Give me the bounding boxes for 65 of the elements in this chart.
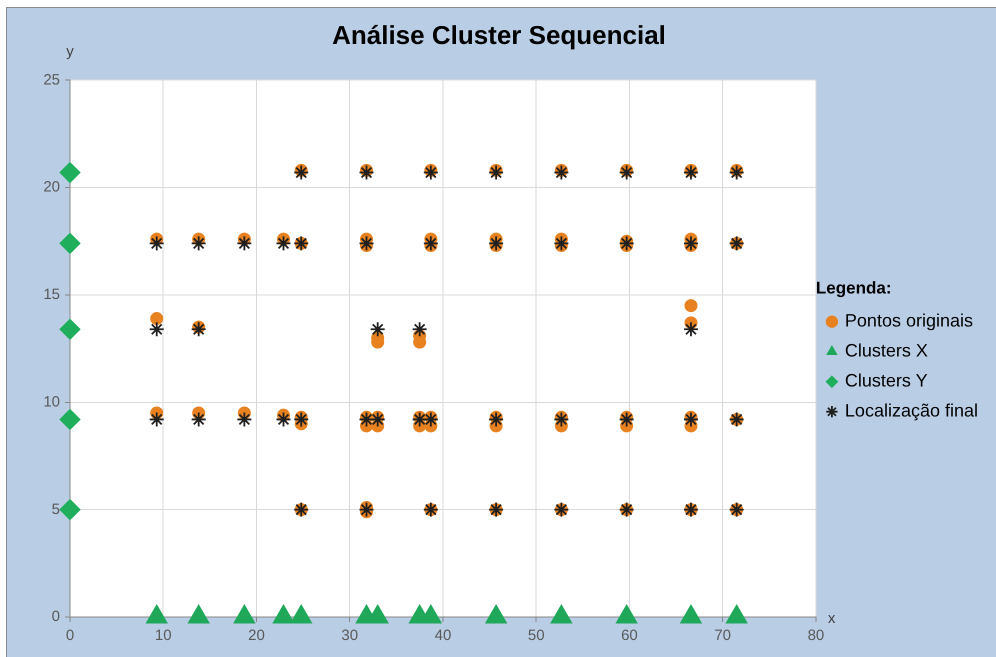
- x-tick-label: 40: [434, 627, 452, 644]
- point: [683, 412, 699, 428]
- point: [358, 412, 374, 428]
- point: [276, 412, 292, 428]
- x-tick-label: 10: [154, 627, 172, 644]
- point: [358, 164, 374, 180]
- point: [412, 412, 428, 428]
- point: [60, 232, 80, 254]
- legend-label: Localização final: [844, 400, 978, 421]
- legend-label: Clusters X: [844, 340, 928, 361]
- point: [370, 321, 386, 338]
- point: [236, 235, 252, 252]
- x-tick-label: 60: [621, 627, 638, 644]
- point: [683, 164, 699, 180]
- legend-label: Pontos originais: [844, 310, 973, 331]
- point: [60, 162, 80, 184]
- y-tick-label: 10: [43, 393, 60, 410]
- y-tick-label: 25: [43, 71, 60, 88]
- point: [728, 164, 745, 180]
- point: [60, 408, 80, 430]
- point: [276, 235, 292, 252]
- point: [488, 164, 504, 180]
- legend-title: Legenda:: [816, 278, 892, 298]
- point: [293, 164, 310, 180]
- point: [488, 235, 504, 252]
- y-tick-label: 20: [43, 178, 60, 196]
- point: [358, 235, 374, 252]
- point: [148, 235, 165, 252]
- point: [422, 412, 439, 428]
- point: [148, 321, 165, 338]
- point: [683, 321, 699, 338]
- point: [683, 235, 699, 252]
- point: [553, 412, 570, 428]
- point: [370, 412, 386, 428]
- point: [553, 235, 570, 252]
- chart-title: Análise Cluster Sequencial: [332, 20, 666, 50]
- x-tick-label: 0: [66, 627, 74, 644]
- point: [148, 412, 165, 428]
- point: [618, 235, 635, 252]
- y-tick-label: 15: [43, 286, 60, 304]
- legend-label: Clusters Y: [844, 370, 928, 391]
- point: [60, 318, 80, 340]
- point: [412, 321, 428, 338]
- x-tick-label: 80: [808, 627, 824, 644]
- point: [236, 412, 252, 428]
- point: [190, 235, 207, 252]
- x-tick-label: 30: [341, 627, 358, 644]
- point: [422, 235, 439, 252]
- point: [618, 164, 635, 180]
- x-tick-label: 70: [714, 627, 732, 644]
- y-tick-label: 0: [52, 608, 60, 626]
- point: [358, 502, 374, 518]
- y-axis-title: y: [66, 43, 74, 60]
- point: [618, 412, 635, 428]
- point: [422, 164, 439, 180]
- x-tick-label: 20: [248, 627, 265, 644]
- point: [293, 412, 310, 428]
- point: [60, 499, 80, 520]
- point: [488, 412, 504, 428]
- x-axis-title: x: [828, 610, 836, 628]
- y-tick-label: 5: [52, 500, 60, 518]
- point: [190, 321, 207, 338]
- point: [190, 412, 207, 428]
- x-tick-label: 50: [528, 627, 545, 644]
- point: [553, 164, 570, 180]
